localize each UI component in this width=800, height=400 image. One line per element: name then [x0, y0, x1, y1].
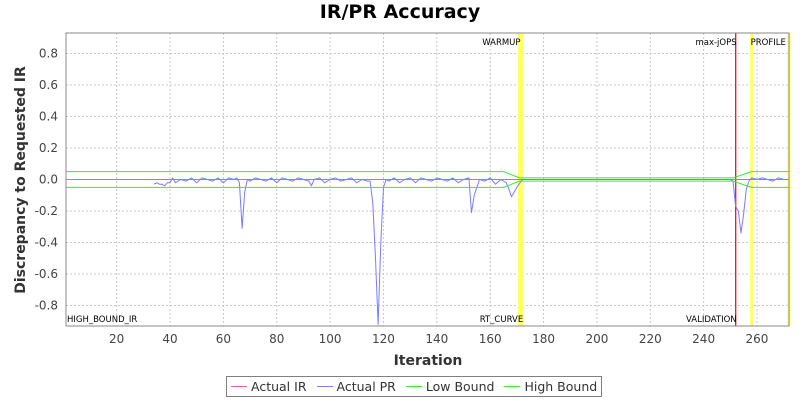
x-tick-label: 60 [216, 332, 231, 346]
y-tick-label: -0.4 [35, 236, 58, 250]
phase-marker-label: max-jOPS [695, 38, 736, 48]
x-tick-label: 180 [532, 332, 555, 346]
x-tick-label: 20 [109, 332, 124, 346]
legend-label: Low Bound [425, 379, 495, 394]
x-tick-label: 220 [639, 332, 662, 346]
y-tick-label: -0.2 [35, 204, 58, 218]
x-tick-label: 240 [692, 332, 715, 346]
x-tick-label: 80 [269, 332, 284, 346]
legend-label: High Bound [524, 379, 598, 394]
legend-item: Actual PR [315, 379, 396, 394]
y-tick-label: -0.8 [35, 299, 58, 313]
legend-label: Actual IR [251, 379, 307, 394]
legend-swatch [231, 386, 247, 387]
x-tick-label: 40 [162, 332, 177, 346]
legend-label: Actual PR [336, 379, 396, 394]
chart-title: IR/PR Accuracy [319, 1, 481, 23]
y-axis-title: Discrepancy to Requested IR [13, 66, 29, 294]
y-tick-label: 0.4 [39, 109, 58, 123]
y-tick-label: 0.6 [39, 78, 58, 92]
x-axis-title: Iteration [394, 353, 463, 369]
legend-swatch [504, 386, 521, 387]
phase-marker-label: WARMUP [482, 38, 520, 48]
corner-label: HIGH_BOUND_IR [67, 315, 137, 325]
legend-item: Low Bound [404, 379, 495, 394]
series-line-actual-pr [153, 177, 789, 325]
y-tick-label: 0.0 [39, 173, 58, 187]
phase-marker-label: RT_CURVE [480, 315, 524, 325]
y-tick-label: 0.8 [39, 46, 58, 60]
series-line-high-bound [66, 171, 789, 179]
x-tick-label: 200 [585, 332, 608, 346]
legend-swatch [316, 386, 333, 387]
x-tick-label: 100 [319, 332, 342, 346]
legend-swatch [405, 386, 422, 387]
x-tick-label: 140 [425, 332, 448, 346]
series-line-low-bound [66, 180, 789, 188]
y-tick-label: -0.6 [35, 267, 58, 281]
x-tick-label: 160 [479, 332, 502, 346]
x-tick-label: 260 [746, 332, 769, 346]
phase-marker-label: PROFILE [751, 38, 786, 48]
legend-item: High Bound [502, 379, 597, 394]
legend: Actual IR Actual PR Low Bound High Bound [226, 376, 603, 397]
plot-border [65, 32, 790, 327]
x-tick-label: 120 [372, 332, 395, 346]
legend-item: Actual IR [229, 379, 307, 394]
phase-marker-label: VALIDATION [686, 315, 737, 325]
y-tick-label: 0.2 [39, 141, 58, 155]
